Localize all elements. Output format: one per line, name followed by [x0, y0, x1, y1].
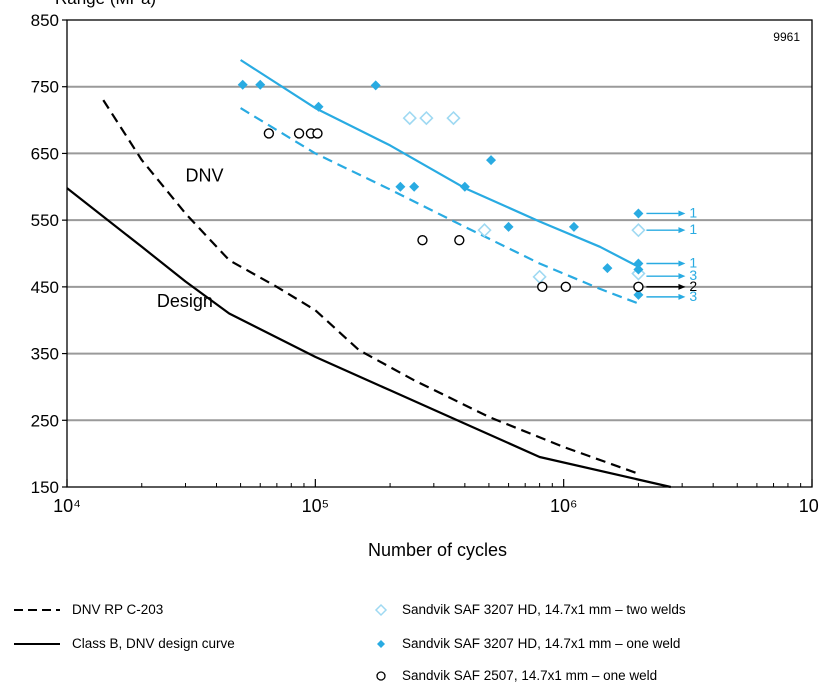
annotation-design: Design — [157, 291, 213, 311]
open-circle-icon — [370, 669, 392, 683]
legend-label-design-curve: Class B, DNV design curve — [72, 636, 235, 651]
data-point-filled-diamond — [602, 263, 613, 274]
annotation-dnv: DNV — [185, 165, 223, 185]
data-point-open-diamond — [446, 110, 461, 126]
runout-label: 1 — [689, 204, 697, 220]
legend-item-two-welds: Sandvik SAF 3207 HD, 14.7x1 mm – two wel… — [370, 602, 686, 617]
runout-label: 3 — [689, 288, 697, 304]
plot-frame — [66, 19, 813, 488]
data-point-open-diamond — [402, 110, 417, 126]
top-axis-label: Range (MPa) — [55, 0, 156, 8]
curve-3 — [240, 107, 639, 305]
data-point-open-diamond — [477, 223, 492, 238]
y-tick-label: 350 — [31, 345, 59, 364]
data-point-filled-diamond — [503, 221, 514, 232]
legend-label-dnv-rp: DNV RP C-203 — [72, 602, 164, 617]
y-tick-label: 850 — [31, 11, 59, 30]
data-point-filled-diamond — [395, 181, 406, 192]
data-point-filled-diamond — [313, 101, 324, 112]
data-point-filled-diamond — [633, 289, 644, 300]
data-point-filled-diamond — [633, 258, 644, 269]
runout-arrowhead — [678, 210, 686, 217]
data-point-open-circle — [560, 281, 572, 293]
y-tick-label: 250 — [31, 411, 59, 430]
data-point-open-circle — [454, 234, 465, 246]
runout-arrowhead — [678, 283, 686, 290]
y-tick-label: 150 — [31, 478, 59, 497]
x-tick-label: 10⁷ — [799, 496, 819, 516]
x-tick-label: 10⁵ — [302, 496, 329, 516]
data-point-open-circle — [312, 128, 323, 139]
data-point-filled-diamond — [237, 79, 248, 90]
data-point-open-diamond — [419, 110, 434, 126]
x-tick-label: 10⁶ — [550, 496, 577, 516]
data-point-open-diamond — [532, 269, 547, 284]
runout-arrowhead — [678, 260, 686, 267]
runout-arrowhead — [678, 273, 686, 280]
data-point-open-circle — [537, 281, 548, 293]
curve-2 — [240, 59, 639, 268]
data-point-filled-diamond — [409, 181, 420, 192]
legend-item-dnv-rp: DNV RP C-203 — [12, 602, 163, 617]
solid-line-icon — [12, 637, 62, 651]
figure-id: 9961 — [773, 30, 800, 44]
dashed-line-icon — [12, 603, 62, 617]
x-tick-label: 10⁴ — [53, 496, 81, 516]
data-point-open-circle — [417, 234, 428, 246]
runout-label: 2 — [689, 278, 697, 294]
legend-label-one-weld-2507: Sandvik SAF 2507, 14.7x1 mm – one weld — [402, 668, 658, 683]
legend: DNV RP C-203 Class B, DNV design curve S… — [0, 590, 819, 688]
runout-arrowhead — [678, 293, 686, 300]
data-point-filled-diamond — [568, 221, 579, 232]
legend-label-one-weld-3207: Sandvik SAF 3207 HD, 14.7x1 mm – one wel… — [402, 636, 681, 651]
runout-label: 1 — [689, 255, 697, 271]
open-diamond-icon — [370, 603, 392, 617]
data-point-open-circle — [293, 128, 305, 139]
data-point-open-diamond — [631, 223, 646, 238]
y-tick-label: 750 — [31, 78, 59, 97]
plot-area: Range (MPa) 150 250 350 450 550 650 750 850 10⁴ 10… — [31, 0, 819, 560]
data-point-open-circle — [263, 128, 275, 139]
curve-1 — [66, 187, 672, 489]
data-point-filled-diamond — [370, 80, 381, 91]
data-point-filled-diamond — [459, 181, 470, 192]
x-axis-title: Number of cycles — [368, 540, 507, 560]
y-tick-label: 550 — [31, 211, 59, 230]
runout-arrowhead — [678, 227, 686, 234]
runout-label: 3 — [689, 267, 697, 283]
data-point-filled-diamond — [633, 264, 644, 275]
runout-label: 1 — [689, 221, 697, 237]
legend-item-one-weld-3207: Sandvik SAF 3207 HD, 14.7x1 mm – one wel… — [370, 636, 680, 651]
y-tick-label: 650 — [31, 144, 59, 163]
legend-item-design-curve: Class B, DNV design curve — [12, 636, 235, 651]
legend-label-two-welds: Sandvik SAF 3207 HD, 14.7x1 mm – two wel… — [402, 602, 686, 617]
filled-diamond-icon — [370, 637, 392, 651]
y-tick-label: 450 — [31, 278, 59, 297]
data-point-filled-diamond — [486, 155, 497, 166]
curve-0 — [102, 99, 639, 475]
data-point-filled-diamond — [255, 79, 266, 90]
data-point-open-circle — [633, 281, 644, 293]
legend-item-one-weld-2507: Sandvik SAF 2507, 14.7x1 mm – one weld — [370, 668, 657, 683]
data-point-filled-diamond — [633, 208, 644, 219]
